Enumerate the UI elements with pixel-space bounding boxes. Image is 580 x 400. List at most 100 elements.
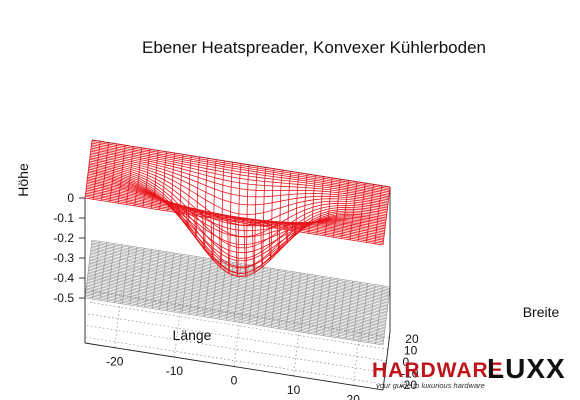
base-plane-line-y [90,251,389,299]
base-plane-line-y [89,261,388,310]
surface-line-y [291,172,300,237]
surface-line-y [357,183,366,242]
surface-line-y [332,179,341,238]
x-tick-label: -10 [166,364,184,378]
base-plane-line-x [248,265,257,324]
surface-line-y [84,139,93,199]
x-tick-label: -20 [106,355,124,369]
floor-grid [85,289,390,386]
base-plane-line-x [382,286,391,346]
surface-line-y [316,176,325,235]
surface-line-y [208,159,217,261]
z-tick-label: -0.3 [53,251,74,265]
surface-line-y [217,160,225,269]
y-tick-label: 0 [403,355,410,369]
surface-line-y [324,177,333,236]
surface-line-y [366,184,374,243]
base-plane-line-x [278,270,286,329]
surface-line-y [101,142,109,201]
surface-line-y [183,155,192,229]
surface-line-y [233,163,242,277]
base-plane-line-y [90,248,389,296]
base-plane-line-y [88,267,387,315]
z-tick-label: -0.5 [53,291,74,305]
base-plane-line-x [308,275,316,334]
y-tick-label: -20 [400,378,418,392]
base-plane-line-y [88,265,387,314]
surface-line-y [266,168,275,262]
base-plane-line-y [91,245,390,294]
floor-grid-line-x [174,299,182,358]
base-plane-line-y [88,264,388,312]
z-tick-label: -0.2 [53,231,74,245]
surface-line-y [117,145,126,204]
surface-line-y [159,151,167,210]
surface-line-y [299,173,308,233]
z-axis-label: Höhe [15,163,31,197]
base-plane-grid [84,239,391,346]
surface-line-y [167,153,176,212]
surface-line-y [142,149,151,208]
base-plane-line-y [89,257,388,305]
x-tick-label: 20 [347,392,361,400]
base-plane-line-y [91,239,391,288]
base-plane-line-x [367,284,376,343]
tick-labels: 0-0.1-0.2-0.3-0.4-0.5-20-1001020-20-1001… [53,191,419,400]
floor-grid-line-x [233,308,242,367]
y-tick-label: 10 [404,343,418,357]
brand-tagline: your guide to luxurious hardware [375,381,485,390]
base-plane-line-y [91,241,390,289]
brand-name-red: HARDWARE [372,359,504,382]
surface-line-y [175,154,184,218]
surface-line-y [150,150,159,209]
y-tick-label: 20 [405,332,419,346]
base-plane-line-x [293,272,301,331]
brand-name-dark: LUXX [487,353,566,384]
surface-line-y [250,166,258,274]
y-axis-line [382,331,391,391]
surface-line-y [225,162,234,274]
floor-grid-line-x [352,327,361,386]
base-plane-line-x [360,283,368,342]
base-plane-line-x [330,278,339,337]
floor-grid-line-x [293,317,301,376]
base-plane-line-y [91,242,390,291]
base-plane-line-x [352,282,361,341]
surface-line-y [374,185,383,244]
base-plane-line-y [91,247,390,295]
surface-line-y [308,175,316,234]
base-plane-line-y [89,260,388,308]
base-plane-line-y [89,262,388,311]
surface-line-y [349,181,358,240]
surface-line-y [126,146,134,205]
base-plane-line-x [345,281,354,340]
base-plane-line-x [241,264,249,323]
base-plane-line-x [323,277,331,336]
base-plane-line-x [263,268,272,327]
x-tick-label: 0 [231,374,238,388]
surface-line-y [134,147,143,206]
surface-line-y [341,180,349,239]
x-tick-label: 10 [287,383,301,397]
brand-logo: HARDWARE LUXX your guide to luxurious ha… [372,353,566,390]
base-plane-line-x [256,266,264,326]
x-axis-line [84,342,384,391]
surface-line-y [283,171,292,245]
base-plane-line-x [338,279,346,338]
base-plane-line-x [271,269,279,328]
z-tick-label: -0.1 [53,211,74,225]
surface-line-y [109,143,118,202]
surface-line-y [200,158,209,251]
surface-line-x [86,186,385,235]
z-tick-label: -0.4 [53,271,74,285]
base-plane-line-x [300,274,309,333]
surface-line-y [382,186,391,246]
surface-line-y [241,164,250,277]
surface-line-y [92,141,101,200]
surface-line-y [275,170,283,252]
base-plane-line-y [90,255,389,304]
y-tick-label: -10 [401,367,419,381]
surface-line-y [258,167,267,269]
x-axis-label: Länge [173,327,212,343]
